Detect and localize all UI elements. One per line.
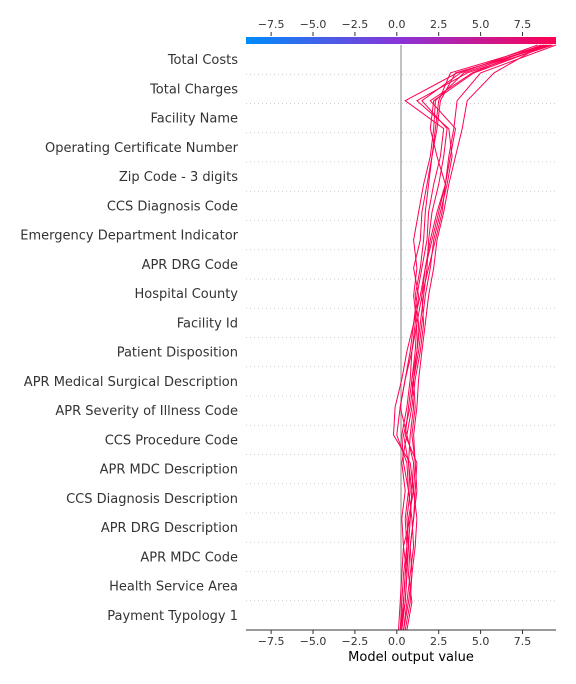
- top-tick-label: −2.5: [342, 18, 369, 31]
- decision-path-line: [401, 44, 552, 631]
- decision-path-line: [403, 44, 543, 631]
- top-tick-label: 7.5: [514, 18, 532, 31]
- feature-label: Payment Typology 1: [107, 609, 238, 624]
- feature-label: Health Service Area: [109, 580, 238, 595]
- feature-label: Total Costs: [167, 53, 238, 68]
- feature-label: APR DRG Code: [142, 258, 238, 273]
- feature-label: Facility Id: [177, 316, 238, 331]
- top-tick-label: −5.0: [300, 18, 327, 31]
- x-tick-label: −5.0: [300, 635, 327, 648]
- feature-label: Operating Certificate Number: [45, 141, 239, 156]
- decision-path-line: [401, 44, 553, 631]
- feature-label: APR Medical Surgical Description: [24, 375, 238, 390]
- decision-path-line: [404, 44, 538, 631]
- top-tick-label: 0.0: [388, 18, 406, 31]
- feature-label: Patient Disposition: [117, 346, 238, 361]
- feature-label: Total Charges: [149, 82, 238, 97]
- top-tick-label: −7.5: [258, 18, 285, 31]
- x-tick-label: −2.5: [342, 635, 369, 648]
- feature-label: Emergency Department Indicator: [20, 229, 238, 244]
- feature-label: CCS Diagnosis Code: [107, 199, 238, 214]
- feature-label: CCS Procedure Code: [105, 433, 238, 448]
- feature-label: Hospital County: [135, 287, 239, 302]
- x-tick-label: 0.0: [388, 635, 406, 648]
- feature-label: APR Severity of Illness Code: [55, 404, 238, 419]
- feature-label: CCS Diagnosis Description: [66, 492, 238, 507]
- x-axis-label: Model output value: [348, 650, 474, 665]
- x-tick-label: −7.5: [258, 635, 285, 648]
- decision-path-line: [399, 44, 550, 631]
- top-tick-label: 2.5: [430, 18, 448, 31]
- decision-path-line: [398, 44, 548, 631]
- x-tick-label: 7.5: [514, 635, 532, 648]
- x-tick-label: 2.5: [430, 635, 448, 648]
- feature-label: Zip Code - 3 digits: [119, 170, 238, 185]
- decision-path-line: [396, 44, 542, 631]
- colorbar: [246, 37, 556, 44]
- x-tick-label: 5.0: [472, 635, 490, 648]
- feature-label: Facility Name: [150, 112, 238, 127]
- top-tick-label: 5.0: [472, 18, 490, 31]
- feature-label: APR MDC Description: [100, 463, 238, 478]
- feature-label: APR DRG Description: [101, 521, 238, 536]
- feature-label: APR MDC Code: [140, 550, 238, 565]
- decision-path-line: [399, 44, 547, 631]
